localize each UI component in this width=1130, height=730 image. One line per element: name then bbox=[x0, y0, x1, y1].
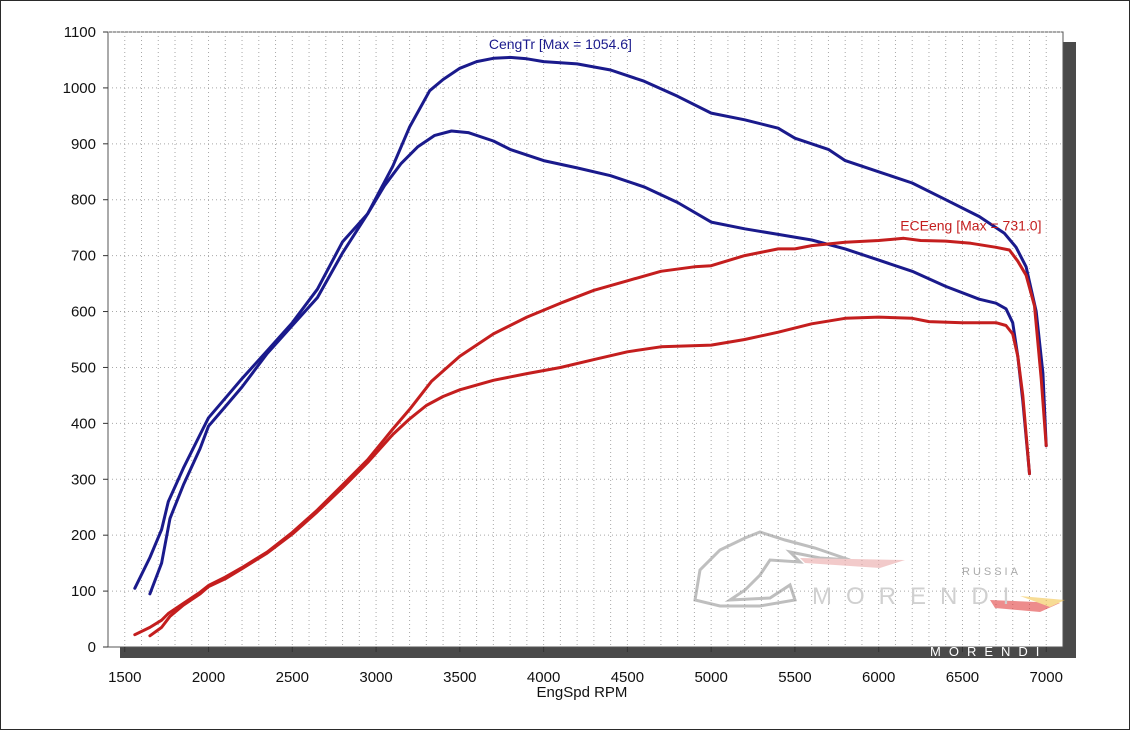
annotation-torque-max: CengTr [Max = 1054.6] bbox=[489, 36, 632, 52]
watermark-text-shadow: MORENDI bbox=[930, 644, 1047, 659]
y-tick-label: 100 bbox=[71, 583, 96, 600]
red-stripe-icon bbox=[800, 558, 905, 568]
horse-head-icon bbox=[693, 530, 851, 608]
torque-curve-2 bbox=[148, 129, 1031, 596]
x-tick-label: 2500 bbox=[276, 669, 309, 686]
x-tick-label: 6000 bbox=[862, 669, 895, 686]
x-tick-label: 4000 bbox=[527, 669, 560, 686]
x-tick-label: 7000 bbox=[1030, 669, 1063, 686]
x-tick-label: 3500 bbox=[443, 669, 476, 686]
x-tick-label: 3000 bbox=[359, 669, 392, 686]
y-tick-label: 400 bbox=[71, 415, 96, 432]
x-tick-label: 1500 bbox=[108, 669, 141, 686]
y-tick-label: 800 bbox=[71, 192, 96, 209]
x-axis-label: EngSpd RPM bbox=[537, 684, 628, 701]
x-tick-label: 5500 bbox=[778, 669, 811, 686]
plot-area bbox=[107, 31, 1064, 648]
y-tick-label: 1100 bbox=[64, 24, 96, 41]
watermark-text-main: MORENDI bbox=[812, 583, 1023, 610]
series-layer bbox=[133, 55, 1048, 638]
y-tick-label: 0 bbox=[88, 639, 96, 656]
x-tick-label: 6500 bbox=[946, 669, 979, 686]
annotation-power-max: ECEeng [Max = 731.0] bbox=[900, 217, 1041, 233]
flag-stripe-yellow-icon bbox=[1020, 596, 1065, 607]
power-curve-4 bbox=[148, 315, 1031, 638]
x-tick-label: 4500 bbox=[611, 669, 644, 686]
grid bbox=[108, 31, 1063, 647]
y-tick-label: 200 bbox=[71, 527, 96, 544]
y-tick-label: 700 bbox=[71, 248, 96, 265]
watermark-text-russia: RUSSIA bbox=[962, 566, 1021, 578]
y-tick-label: 900 bbox=[71, 136, 96, 153]
watermark-logo bbox=[693, 530, 1065, 612]
x-tick-label: 2000 bbox=[192, 669, 225, 686]
y-axis-ticks: 0 100 200 300 400 500 600 700 800 900 1000 1100 bbox=[63, 24, 108, 656]
y-tick-label: 300 bbox=[71, 471, 96, 488]
y-tick-label: 600 bbox=[71, 304, 96, 321]
x-axis-ticks: 1500 2000 2500 3000 3500 4000 4500 5000 5500 6000… bbox=[108, 647, 1063, 686]
y-tick-label: 500 bbox=[71, 359, 96, 376]
torque-curve-1 bbox=[133, 55, 1048, 590]
y-tick-label: 1000 bbox=[63, 80, 96, 97]
x-tick-label: 5000 bbox=[694, 669, 727, 686]
